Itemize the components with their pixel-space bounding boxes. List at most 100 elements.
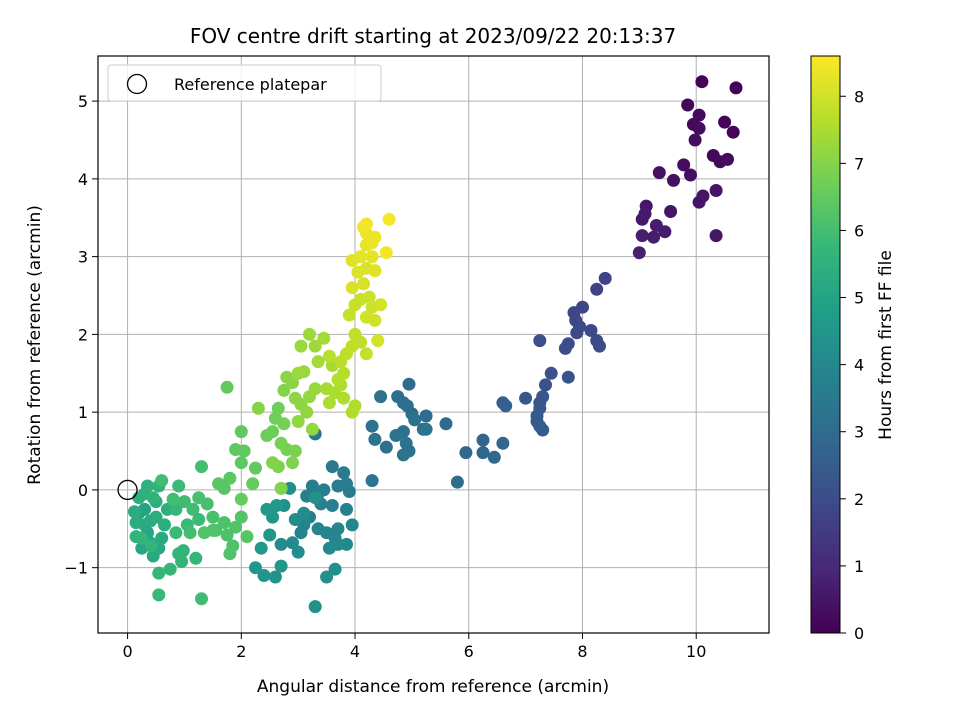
data-point (286, 376, 299, 390)
data-point (368, 264, 382, 278)
data-point (635, 229, 649, 243)
data-point (229, 520, 243, 534)
data-point (308, 600, 322, 614)
data-point (561, 370, 575, 384)
data-point (308, 382, 322, 396)
data-point (558, 341, 572, 355)
data-point (476, 446, 490, 460)
data-point (172, 479, 186, 493)
data-point (709, 184, 723, 197)
data-point (593, 339, 606, 353)
y-tick-label: 1 (78, 403, 88, 422)
data-point (155, 531, 169, 545)
legend-box (107, 64, 382, 102)
data-point (598, 271, 612, 285)
data-point (127, 505, 141, 519)
data-point (257, 569, 271, 582)
data-point (322, 349, 336, 363)
data-point (141, 479, 154, 493)
data-point (368, 230, 382, 244)
data-point (536, 423, 550, 437)
data-point (169, 526, 183, 540)
data-point (337, 391, 351, 405)
data-point (647, 230, 661, 244)
data-point (379, 440, 393, 454)
data-point (268, 570, 282, 584)
data-point (129, 516, 143, 530)
data-point (192, 513, 206, 526)
data-point (681, 98, 695, 112)
data-point (186, 502, 200, 516)
data-point (322, 396, 336, 410)
data-point (570, 326, 584, 340)
data-point (206, 523, 220, 537)
data-point (152, 588, 166, 602)
data-point (342, 308, 356, 322)
y-tick-label: 2 (78, 325, 88, 344)
data-point (379, 246, 393, 260)
x-tick-label: 4 (350, 642, 360, 661)
colorbar-ticks: 0 1 2 3 4 5 6 7 8 (840, 87, 864, 643)
data-point (584, 324, 598, 337)
data-point (274, 481, 288, 495)
data-point (374, 390, 388, 404)
data-point (206, 510, 220, 524)
data-point (692, 108, 706, 122)
data-point (365, 419, 379, 433)
data-point (487, 450, 501, 464)
data-point (371, 334, 385, 348)
data-point (533, 334, 547, 348)
data-point (254, 541, 268, 555)
data-point (340, 502, 353, 516)
data-point (294, 526, 308, 540)
data-point (249, 461, 262, 475)
y-tick-label: 4 (78, 170, 88, 189)
data-point (590, 282, 604, 296)
data-point (667, 173, 680, 187)
data-point (169, 502, 183, 516)
x-tick-label: 6 (464, 642, 474, 661)
data-point (220, 380, 234, 394)
data-point (305, 479, 319, 493)
data-point (354, 335, 368, 349)
data-point (320, 570, 334, 584)
data-point (166, 492, 180, 506)
data-point (325, 499, 339, 512)
data-point (263, 528, 277, 542)
data-point (146, 491, 160, 505)
data-point (396, 448, 410, 462)
data-point (340, 537, 353, 551)
legend: Reference platepar (107, 64, 382, 102)
data-point (149, 510, 163, 524)
data-point (294, 339, 308, 353)
y-tick-label: −1 (64, 559, 88, 578)
data-point (135, 541, 149, 555)
data-point (246, 477, 260, 491)
data-point (374, 298, 388, 312)
x-tick-label: 0 (122, 642, 132, 661)
data-point (692, 195, 706, 209)
data-point (286, 456, 299, 470)
data-point (726, 125, 740, 139)
data-point (721, 152, 734, 166)
data-point (658, 225, 672, 239)
data-point (382, 212, 396, 226)
data-point (234, 492, 248, 506)
data-point (266, 456, 280, 470)
colorbar-tick-label: 3 (854, 423, 864, 442)
data-point (132, 491, 146, 505)
data-point (365, 250, 379, 264)
colorbar-tick-label: 0 (854, 624, 864, 643)
colorbar-tick-label: 1 (854, 557, 864, 576)
data-point (183, 526, 197, 540)
data-point (286, 536, 299, 550)
data-point (291, 366, 305, 380)
colorbar-label: Hours from first FF file (876, 250, 896, 440)
data-point (345, 518, 359, 532)
data-point (632, 246, 646, 260)
data-point (220, 528, 234, 542)
colorbar: 0 1 2 3 4 5 6 7 8 Hours from first FF file (810, 55, 896, 643)
data-point (303, 327, 316, 341)
data-point (325, 460, 339, 474)
